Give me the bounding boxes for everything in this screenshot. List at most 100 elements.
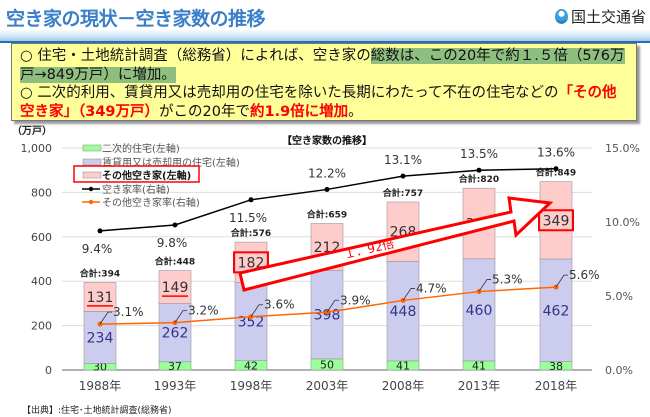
bar-segment	[158, 303, 192, 363]
legend-swatch	[82, 144, 102, 152]
rate-label: 3.9%	[340, 293, 371, 307]
total-label: 合計:394	[80, 267, 120, 279]
bar-value-label: 462	[543, 303, 570, 319]
y-tick-label: 200	[31, 320, 52, 333]
growth-arrow	[238, 196, 554, 292]
total-label: 合計:659	[307, 208, 347, 220]
y-tick-label: 400	[31, 275, 52, 288]
rate-label: 13.6%	[537, 146, 575, 160]
leader-line	[250, 304, 263, 317]
x-tick-label: 1988年	[79, 379, 122, 393]
line-point	[97, 228, 103, 234]
line-point	[172, 320, 178, 326]
y-tick-label: 800	[31, 186, 52, 199]
rate-label: 5.6%	[569, 268, 600, 282]
header-band	[0, 29, 650, 41]
leader-line	[478, 279, 491, 292]
x-tick-label: 2013年	[458, 379, 501, 393]
summary-line-2: ○ 二次的利用、賃貸用又は売却用の住宅を除いた長期にわたって不在の住宅などの「そ…	[20, 85, 617, 120]
bar-value-label: 41	[472, 359, 486, 372]
legend-marker	[88, 186, 94, 192]
leader-line	[326, 299, 339, 313]
y-tick-label: 0	[45, 364, 52, 377]
bar-value-label: 41	[396, 359, 410, 372]
rate-label: 12.2%	[308, 166, 346, 180]
source-note: 【出典】:住宅･土地統計調査(総務省)	[22, 406, 172, 416]
bar-value-label: 460	[466, 303, 493, 319]
line-point	[553, 166, 559, 172]
bar-segment	[158, 270, 192, 304]
rate-label: 3.2%	[188, 304, 219, 318]
chart-title: 【空き家数の推移】	[282, 134, 372, 147]
bar-value-label: 50	[320, 358, 334, 371]
legend-marker	[88, 199, 94, 205]
total-label: 合計:820	[459, 173, 499, 185]
total-label: 合計:448	[155, 256, 195, 268]
total-label: 合計:757	[383, 187, 423, 199]
leader-line	[174, 310, 187, 323]
bar-value-label: 262	[162, 326, 189, 342]
y2-tick-label: 5.0%	[605, 290, 633, 303]
rate-label: 3.6%	[264, 298, 295, 312]
legend-label: 二次的住宅(左軸)	[102, 142, 180, 155]
bar-segment	[386, 261, 420, 362]
bar-value-label: 234	[87, 330, 114, 346]
bar-segment	[539, 258, 573, 362]
bar-value-label: 448	[390, 304, 417, 320]
y-tick-label: 600	[31, 231, 52, 244]
total-label: 合計:576	[231, 227, 271, 239]
y2-tick-label: 15.0%	[605, 142, 640, 155]
ministry-logo: 国土交通省	[554, 6, 646, 27]
legend-label: 賃貸用又は売却用の住宅(左軸)	[102, 156, 240, 169]
vacant-house-chart: 0 200 400 600 800 1,000 0.0% 5.0% 10.0% 15.0% （万戸）…	[12, 124, 640, 393]
bar-value-label: 42	[244, 359, 258, 372]
logo-icon	[554, 9, 568, 24]
bar-value-label: 131	[87, 290, 114, 306]
y2-tick-label: 10.0%	[605, 216, 640, 229]
leader-line	[99, 311, 112, 325]
header-divider	[0, 41, 650, 43]
legend-label: 空き家率(右軸)	[102, 183, 170, 196]
legend-highlight-box	[73, 165, 200, 183]
legend-swatch	[82, 158, 102, 166]
x-tick-label: 1993年	[154, 379, 197, 393]
legend-swatch	[82, 171, 102, 179]
rate-label: 5.3%	[492, 273, 523, 287]
rate-label: 13.1%	[384, 153, 422, 167]
bar-value-label: 349	[543, 213, 570, 229]
rate-label: 4.7%	[416, 281, 447, 295]
rate-label: 9.8%	[157, 236, 188, 250]
x-tick-label: 2018年	[535, 379, 578, 393]
leader-line	[555, 274, 568, 288]
bar-value-label: 182	[238, 255, 265, 271]
legend-label: その他空き家率(右軸)	[102, 196, 200, 209]
legend-label: その他空き家(左軸)	[102, 169, 191, 182]
y-axis-unit: （万戸）	[12, 124, 52, 137]
bar-segment	[462, 258, 496, 362]
summary-box: ○ 住宅・土地統計調査（総務省）によれば、空き家の総数は、この20年で約１.５倍…	[11, 43, 637, 121]
rate-label: 13.5%	[460, 147, 498, 161]
org-name: 国土交通省	[570, 8, 646, 26]
rate-label: 9.4%	[82, 242, 113, 256]
page-title: 空き家の現状－空き家数の推移	[6, 8, 266, 30]
line-point	[248, 197, 254, 203]
bar-value-label: 37	[168, 360, 182, 373]
y-tick-label: 1,000	[21, 142, 53, 155]
line-point	[476, 167, 482, 173]
highlight-box	[538, 209, 574, 232]
bar-value-label: 149	[162, 280, 189, 296]
line-point	[172, 222, 178, 228]
x-tick-label: 2008年	[382, 379, 425, 393]
bar-segment	[539, 181, 573, 260]
summary-line-1: ○ 住宅・土地統計調査（総務省）によれば、空き家の総数は、この20年で約１.５倍…	[20, 48, 625, 83]
bar-value-label: 352	[238, 315, 265, 331]
bar-value-label: 30	[93, 361, 107, 374]
x-tick-label: 1998年	[230, 379, 273, 393]
x-tick-label: 2003年	[306, 379, 349, 393]
line-point	[400, 173, 406, 179]
y2-tick-label: 0.0%	[605, 364, 633, 377]
line-point	[324, 186, 330, 192]
rate-label: 11.5%	[229, 211, 267, 225]
bar-value-label: 38	[549, 360, 563, 373]
rate-label: 3.1%	[113, 305, 144, 319]
